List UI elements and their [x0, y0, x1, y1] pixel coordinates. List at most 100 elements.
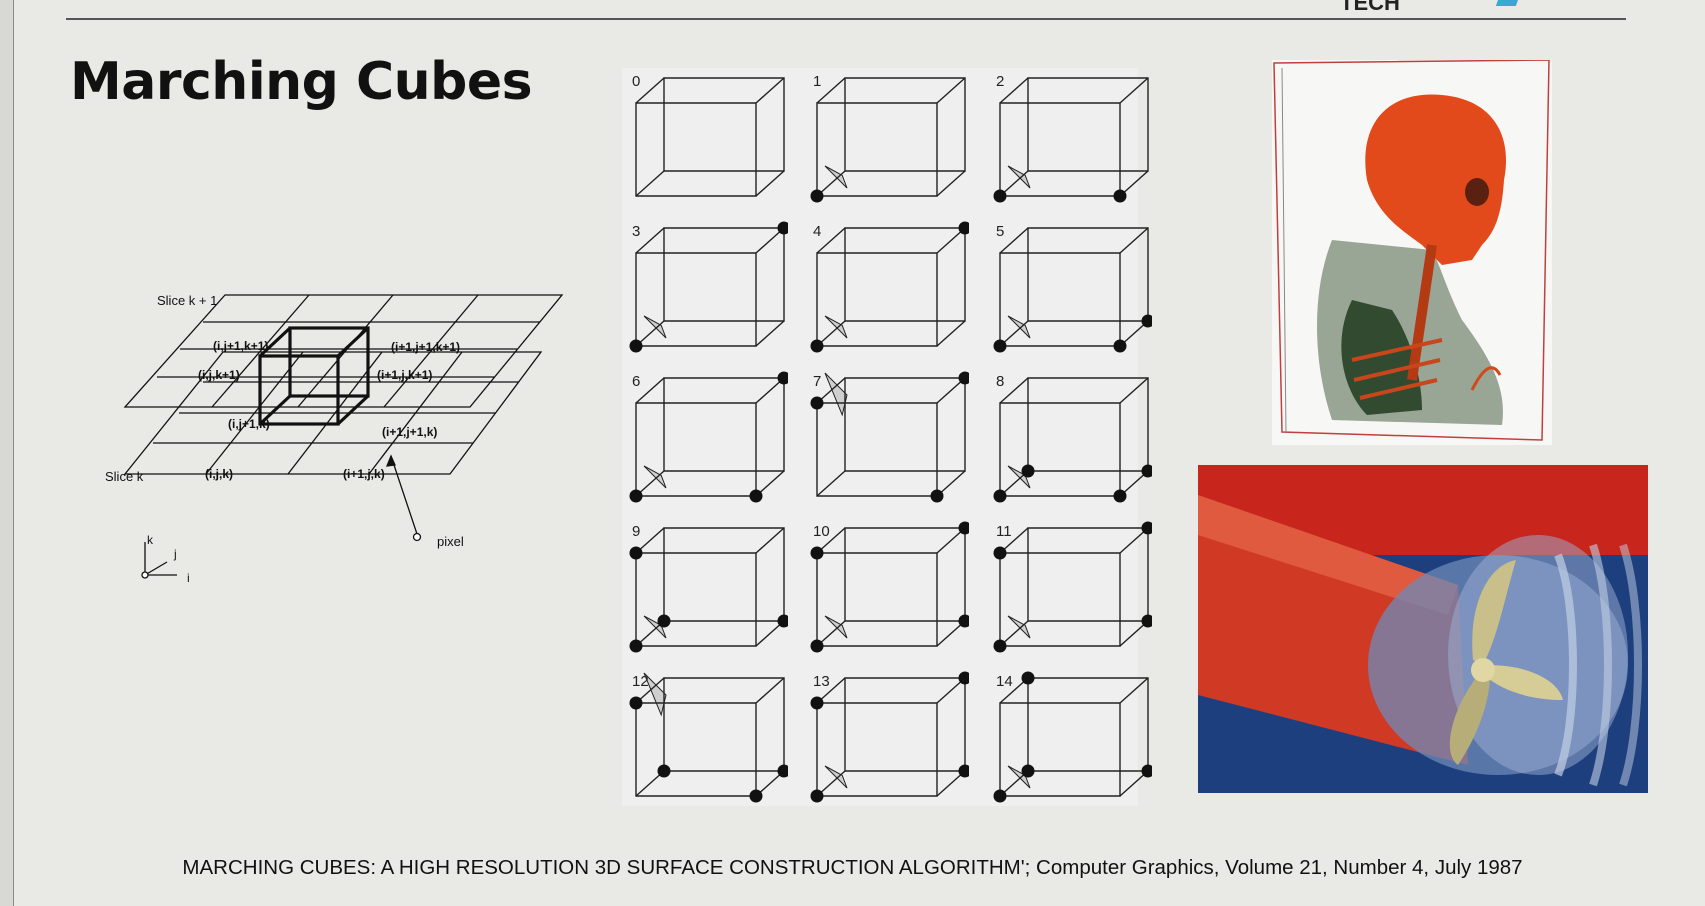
slice-bottom-label: Slice k [105, 469, 144, 484]
case-number: 2 [996, 73, 1005, 90]
axis-k-label: k [147, 533, 154, 547]
vertex-dot [777, 614, 788, 628]
case-number: 13 [813, 673, 830, 690]
vertex-dot [1021, 764, 1035, 778]
vertex-dot [777, 371, 788, 385]
case-number: 0 [632, 73, 641, 90]
case-5: 5 [992, 221, 1152, 359]
vertex-dot [993, 489, 1007, 503]
case-cube-diagram [629, 672, 788, 803]
case-number: 1 [813, 73, 822, 90]
label-bottom-front-right: (i+1,j,k) [343, 467, 385, 481]
case-cube-diagram [810, 221, 969, 353]
case-cube-diagram [629, 527, 788, 653]
pixel-label: pixel [437, 534, 464, 549]
vertex-dot [993, 339, 1007, 353]
case-number: 7 [813, 373, 822, 390]
axes-icon [141, 542, 177, 579]
vertex-dot [810, 189, 824, 203]
vertex-dot [1113, 489, 1127, 503]
case-cube-diagram [635, 77, 785, 197]
slice-top-label: Slice k + 1 [157, 293, 217, 308]
case-cube-diagram [993, 521, 1152, 653]
case-3: 3 [628, 221, 788, 359]
case-cube-diagram [993, 377, 1152, 503]
vertex-dot [657, 764, 671, 778]
vertex-dot [810, 639, 824, 653]
case-2: 2 [992, 71, 1152, 209]
case-cube-diagram [993, 671, 1152, 803]
vertex-dot [1113, 189, 1127, 203]
case-12: 12 [628, 671, 788, 809]
skull-volume-image [1272, 60, 1552, 445]
vertex-dot [810, 546, 824, 560]
case-cube-diagram [810, 671, 969, 803]
case-13: 13 [809, 671, 969, 809]
vertex-dot [1141, 614, 1152, 628]
vertex-dot [810, 696, 824, 710]
case-number: 4 [813, 223, 822, 240]
case-number: 3 [632, 223, 641, 240]
case-14: 14 [992, 671, 1152, 809]
vertex-dot [993, 546, 1007, 560]
vertex-dot [993, 189, 1007, 203]
vertex-dot [629, 696, 643, 710]
logo-mark-icon [1495, 0, 1521, 6]
case-number: 11 [996, 523, 1012, 540]
label-top-back-right: (i+1,j+1,k+1) [391, 340, 460, 354]
label-bottom-back-right: (i+1,j+1,k) [382, 425, 437, 439]
case-10: 10 [809, 521, 969, 659]
header-rule [66, 18, 1626, 20]
label-bottom-front-left: (i,j,k) [205, 467, 233, 481]
vertex-dot [777, 764, 788, 778]
vertex-dot [958, 521, 969, 535]
marching-cubes-cases-panel: 0 1 2 3 4 5 6 7 8 9 10 11 12 13 14 [622, 68, 1152, 809]
vertex-dot [958, 614, 969, 628]
case-4: 4 [809, 221, 969, 359]
label-top-back-left: (i,j+1,k+1) [213, 339, 268, 353]
vertex-dot [993, 639, 1007, 653]
case-cube-diagram [629, 371, 788, 503]
case-cube-diagram [810, 521, 969, 653]
vertex-dot [1141, 314, 1152, 328]
case-1: 1 [809, 71, 969, 209]
voxel-grid-diagram: Slice k + 1 Slice k pixel (i,j+1,k+1) (i… [105, 293, 564, 585]
case-6: 6 [628, 371, 788, 509]
vertex-dot [629, 639, 643, 653]
vertex-dot [810, 789, 824, 803]
vertex-dot [1021, 671, 1035, 685]
vertex-dot [958, 371, 969, 385]
label-top-front-right: (i+1,j,k+1) [377, 368, 432, 382]
vertex-dot [958, 671, 969, 685]
citation-text: MARCHING CUBES: A HIGH RESOLUTION 3D SUR… [182, 856, 1523, 879]
case-number: 12 [632, 673, 649, 690]
label-bottom-back-left: (i,j+1,k) [228, 417, 270, 431]
vertex-dot [930, 489, 944, 503]
case-8: 8 [992, 371, 1152, 509]
case-number: 10 [813, 523, 830, 540]
vertex-dot [629, 546, 643, 560]
case-cube-diagram [993, 77, 1149, 203]
case-number: 8 [996, 373, 1005, 390]
vertex-dot [1141, 464, 1152, 478]
case-11: 11 [992, 521, 1152, 659]
label-top-front-left: (i,j,k+1) [198, 368, 240, 382]
vertex-dot [1113, 339, 1127, 353]
case-cube-diagram [810, 371, 969, 503]
case-number: 14 [996, 673, 1013, 690]
logo-text: TECH [1340, 0, 1400, 15]
vertex-dot [657, 614, 671, 628]
case-7: 7 [809, 371, 969, 509]
vertex-dot [749, 789, 763, 803]
case-9: 9 [628, 521, 788, 659]
vertex-dot [958, 764, 969, 778]
vertex-dot [1141, 764, 1152, 778]
case-number: 5 [996, 223, 1005, 240]
case-cube-diagram [629, 221, 788, 353]
vertex-dot [749, 489, 763, 503]
vertex-dot [993, 789, 1007, 803]
axis-i-label: i [187, 571, 190, 585]
case-0: 0 [628, 71, 788, 209]
vertex-dot [777, 221, 788, 235]
vertex-dot [810, 339, 824, 353]
